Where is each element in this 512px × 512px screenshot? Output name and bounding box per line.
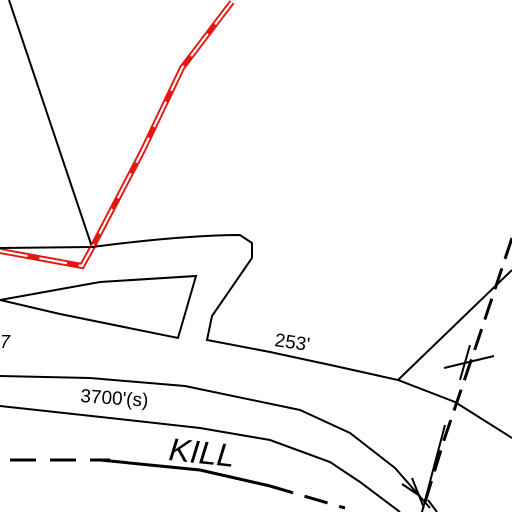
stream-bank [0, 405, 401, 512]
highlight-boundary-red [0, 0, 235, 270]
stream-dashed-right [269, 484, 346, 510]
survey-line [8, 0, 93, 248]
road-outline-upper [0, 233, 512, 439]
label-dimension-253: 253' [273, 330, 311, 356]
boundary-line-right [397, 269, 512, 381]
solid-line-right [421, 424, 446, 512]
cross-symbol-icon [443, 344, 495, 381]
label-partial-number: 7 [0, 332, 11, 352]
small-tick-icon [401, 477, 425, 509]
label-water-name: KILL [167, 431, 236, 474]
highlight-boundary-dash [0, 1, 233, 268]
label-dimension-3700: 3700'(s) [80, 386, 149, 412]
stream-solid [99, 458, 271, 488]
dashed-boundary-right [420, 237, 512, 512]
road-outline-lower [0, 375, 431, 509]
road-outline-inner [0, 274, 198, 340]
stub-line [427, 499, 438, 512]
